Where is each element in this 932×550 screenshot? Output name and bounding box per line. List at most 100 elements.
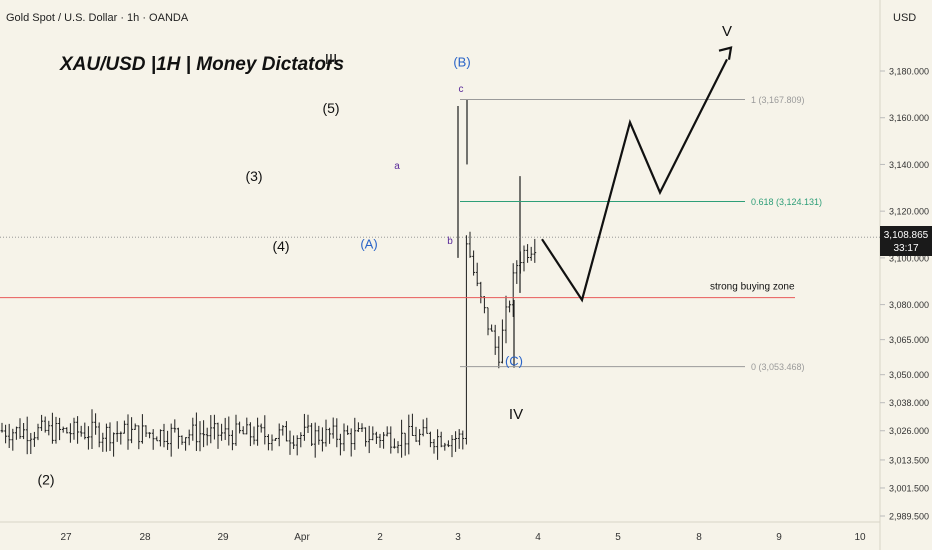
candle xyxy=(105,423,108,452)
projection-arrowhead xyxy=(718,46,733,60)
symbol-title[interactable]: Gold Spot / U.S. Dollar · 1h · OANDA xyxy=(6,12,189,24)
candle xyxy=(411,413,414,437)
candle xyxy=(144,425,148,437)
candle xyxy=(511,263,515,317)
candle xyxy=(180,435,184,445)
candle xyxy=(465,235,468,445)
currency-label[interactable]: USD xyxy=(893,12,916,24)
candle xyxy=(436,429,439,460)
candle xyxy=(4,424,7,444)
candle xyxy=(259,423,263,433)
x-tick-label: 29 xyxy=(217,532,229,543)
candle xyxy=(18,418,22,439)
candle xyxy=(501,319,504,364)
candle xyxy=(87,426,90,450)
y-tick-label: 3,001.500 xyxy=(889,483,929,493)
projection-path[interactable] xyxy=(541,58,728,303)
candle xyxy=(342,423,346,452)
candle xyxy=(29,432,33,455)
candle xyxy=(346,425,349,435)
candle xyxy=(213,414,216,440)
candle xyxy=(216,422,220,449)
candle xyxy=(263,415,267,445)
wave-label-black: (5) xyxy=(322,100,339,116)
candle xyxy=(202,420,205,448)
candle xyxy=(285,421,288,442)
candle xyxy=(191,417,195,441)
candle xyxy=(331,417,335,439)
candle xyxy=(141,414,144,444)
candle xyxy=(173,419,177,433)
candle xyxy=(15,426,18,440)
candle xyxy=(148,432,151,439)
candle xyxy=(324,419,328,447)
x-tick-label: 27 xyxy=(60,532,72,543)
candle xyxy=(443,442,447,451)
candle xyxy=(313,422,317,458)
x-tick-label: 2 xyxy=(377,532,383,543)
candle xyxy=(522,245,526,272)
y-tick-label: 3,013.500 xyxy=(889,455,929,465)
candle xyxy=(310,423,313,447)
candle xyxy=(231,430,234,451)
wave-label-purple: b xyxy=(447,236,453,247)
candle xyxy=(209,415,213,444)
candle xyxy=(184,437,187,451)
y-tick-label: 3,080.000 xyxy=(889,300,929,310)
wave-label-blue: (B) xyxy=(453,54,470,69)
candle xyxy=(371,426,375,441)
candle xyxy=(292,435,295,449)
candle xyxy=(479,281,483,304)
candle xyxy=(357,422,360,432)
candle xyxy=(205,427,209,446)
candle xyxy=(187,429,191,446)
candle xyxy=(515,260,519,284)
candle xyxy=(421,419,425,437)
candle xyxy=(526,244,529,263)
candle xyxy=(317,425,321,445)
wave-label-black: (2) xyxy=(37,471,54,487)
candle xyxy=(54,416,58,444)
candle xyxy=(162,423,166,448)
candle xyxy=(126,414,130,450)
candle xyxy=(43,416,47,433)
y-tick-label: 3,026.000 xyxy=(889,426,929,436)
candle xyxy=(177,427,180,449)
y-tick-label: 3,038.000 xyxy=(889,398,929,408)
x-tick-label: 5 xyxy=(615,532,621,543)
candle xyxy=(385,426,389,437)
candle xyxy=(295,435,299,456)
x-tick-label: 10 xyxy=(854,532,866,543)
candle xyxy=(223,417,227,440)
candle xyxy=(245,417,249,435)
y-tick-label: 3,180.000 xyxy=(889,67,929,77)
candle xyxy=(0,422,4,433)
candle xyxy=(112,432,115,457)
candle xyxy=(486,307,490,336)
candle xyxy=(335,418,339,448)
candle xyxy=(61,426,65,433)
candle xyxy=(119,431,123,445)
candle xyxy=(238,421,241,434)
candle xyxy=(490,324,493,332)
candle xyxy=(40,414,43,431)
candle xyxy=(133,423,137,430)
wave-label-black: IV xyxy=(509,406,523,423)
candle xyxy=(475,262,479,287)
candle xyxy=(249,422,252,447)
wave-label-black: (3) xyxy=(245,168,262,184)
candle xyxy=(234,414,238,446)
wave-label-black: (4) xyxy=(272,238,289,254)
y-tick-label: 3,065.000 xyxy=(889,335,929,345)
candle xyxy=(281,425,285,436)
candle xyxy=(274,437,277,441)
overlay-title: XAU/USD |1H | Money Dictators xyxy=(59,54,344,75)
candle xyxy=(169,423,173,457)
candle xyxy=(220,423,223,441)
candle xyxy=(90,409,94,449)
candle xyxy=(396,441,400,454)
x-tick-label: 3 xyxy=(455,532,461,543)
candle xyxy=(108,422,112,451)
y-tick-label: 3,100.000 xyxy=(889,253,929,263)
